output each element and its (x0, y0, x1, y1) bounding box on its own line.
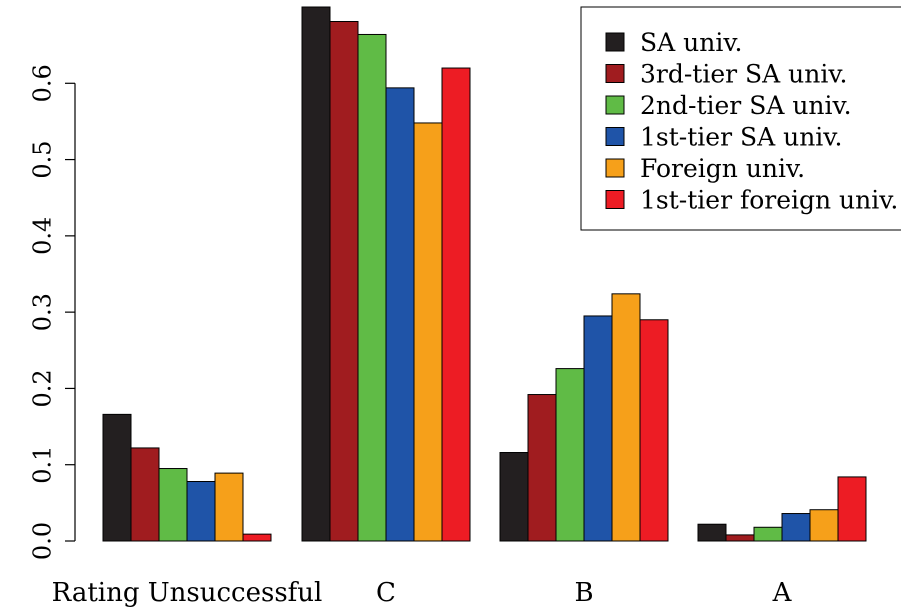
bar (186, 480, 216, 542)
y-tick-label: 0.1 (28, 446, 56, 484)
bar-group (102, 413, 272, 542)
legend-swatch (605, 190, 625, 209)
x-category-label: A (772, 578, 793, 608)
bar-group (697, 476, 867, 542)
bar (611, 293, 641, 542)
y-tick-label: 0.5 (28, 140, 56, 178)
y-tick-label: 0.4 (28, 217, 56, 255)
bar (102, 413, 132, 542)
legend-swatch (605, 32, 625, 52)
legend-label: Foreign univ. (640, 154, 805, 183)
bar (242, 533, 272, 542)
legend-label: 2nd-tier SA univ. (640, 91, 852, 120)
legend-swatch (605, 64, 625, 83)
bar-groups (102, 6, 867, 542)
bar (441, 67, 471, 542)
legend-label: SA univ. (640, 28, 742, 57)
legend-label: 3rd-tier SA univ. (640, 59, 847, 88)
x-category-label: C (376, 578, 396, 608)
bar (385, 87, 415, 542)
bar (781, 513, 811, 542)
y-tick-label: 0.2 (28, 369, 56, 407)
legend-swatch (605, 95, 625, 115)
bar (413, 122, 443, 542)
bar (639, 319, 669, 542)
legend-swatch (605, 127, 625, 146)
bar (214, 472, 244, 542)
bar (697, 523, 727, 542)
bar (301, 6, 331, 542)
bar (499, 452, 529, 542)
y-axis: 0.0 0.1 0.2 0.3 0.4 0.5 0.6 (28, 64, 76, 560)
bar (753, 526, 783, 542)
x-category-label: B (574, 578, 593, 608)
legend-swatch (605, 158, 625, 178)
bar (158, 468, 188, 542)
bar-group (301, 6, 471, 542)
bar (329, 20, 359, 542)
y-tick-label: 0.3 (28, 293, 56, 331)
bar (130, 447, 160, 542)
legend: SA univ.3rd-tier SA univ. 2nd-tier SA uni… (580, 6, 901, 231)
bar (837, 476, 867, 542)
bar-group (499, 293, 669, 542)
bar (357, 33, 387, 542)
legend-label: 1st-tier foreign univ. (640, 185, 898, 214)
y-tick-label: 0.6 (28, 64, 56, 102)
y-tick-label: 0.0 (28, 522, 56, 560)
bar (809, 509, 839, 542)
legend-box (580, 6, 901, 231)
bar (527, 394, 557, 542)
bar (725, 534, 755, 542)
bar (583, 315, 613, 542)
x-category-labels: Rating Unsuccessful C B A (52, 578, 793, 608)
x-category-label: Rating Unsuccessful (52, 578, 323, 608)
legend-label: 1st-tier SA univ. (640, 122, 842, 151)
bar (555, 368, 585, 542)
